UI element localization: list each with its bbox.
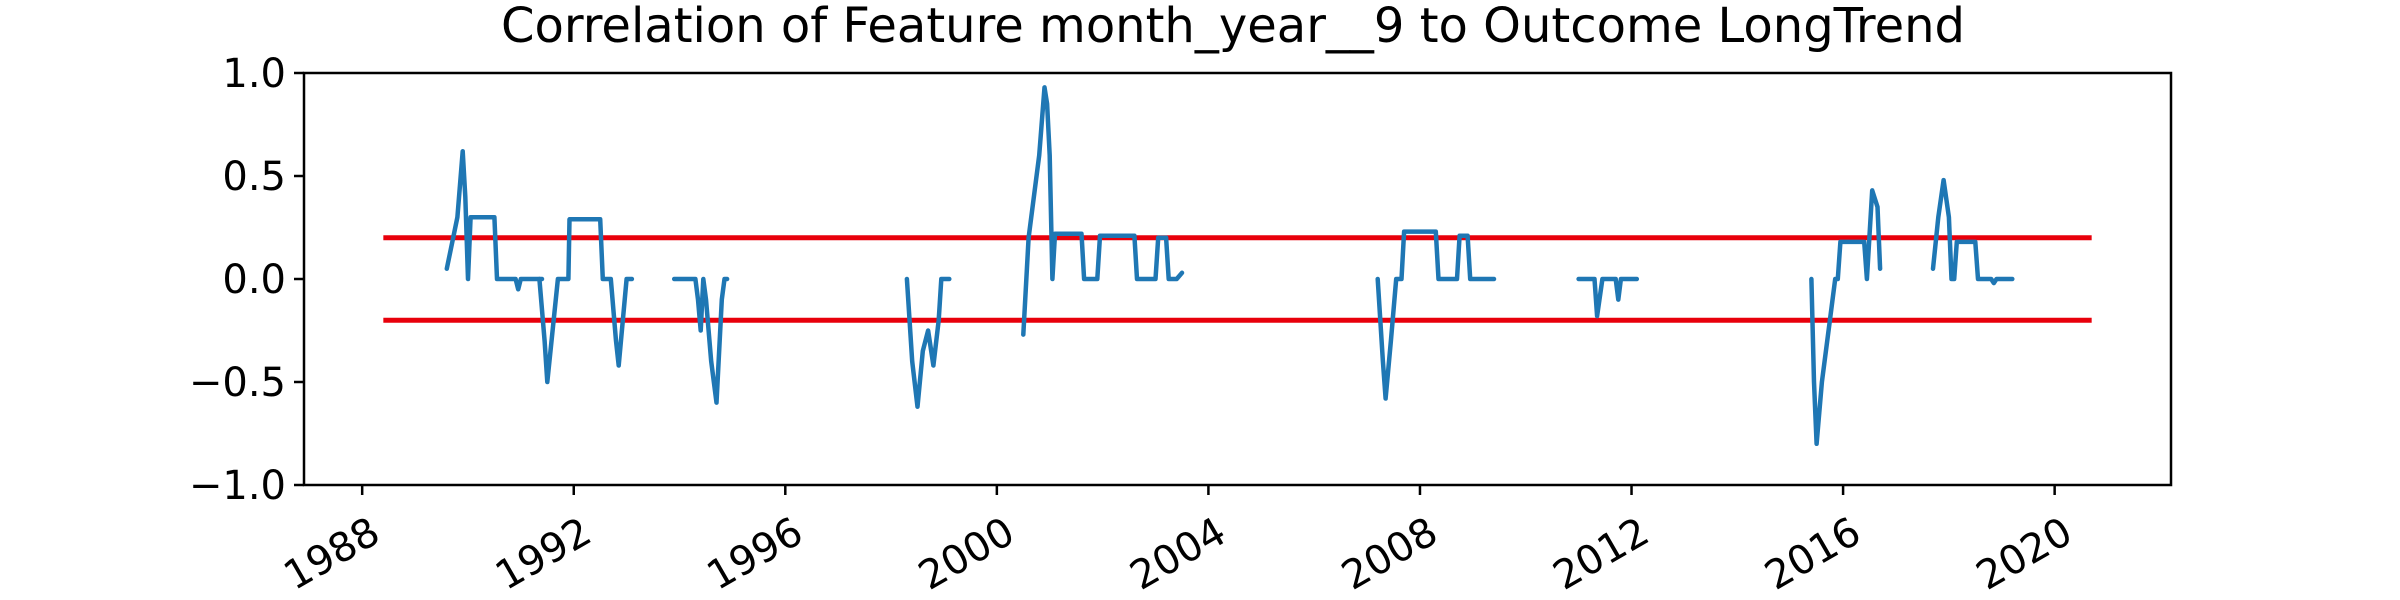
series-line-segment	[1930, 177, 2015, 286]
series-line-segment	[1576, 276, 1640, 319]
x-tick-label: 1996	[700, 509, 811, 600]
plot-frame	[302, 71, 2173, 487]
threshold-lines	[383, 235, 2092, 323]
y-tick-label: −1.0	[189, 463, 286, 509]
x-tick-label: 2000	[911, 509, 1022, 600]
series-line-segment	[671, 276, 730, 405]
x-axis: 1988 1992 1996 2000 2004 2008 2012 2016 2020	[276, 485, 2080, 599]
series-group	[444, 85, 2015, 447]
x-tick-label: 2012	[1546, 509, 1657, 600]
series-line-segment	[444, 149, 545, 292]
y-axis: −1.0 −0.5 0.0 0.5 1.0	[189, 51, 304, 509]
y-tick-label: −0.5	[189, 360, 286, 406]
series-line-segment	[1809, 188, 1883, 447]
series-line-segment	[904, 276, 952, 409]
x-tick-label: 2020	[1969, 509, 2080, 600]
y-tick-label: 1.0	[222, 51, 286, 97]
series-line-segment	[1021, 85, 1185, 337]
x-tick-label: 1988	[276, 509, 387, 600]
x-tick-label: 2008	[1334, 509, 1445, 600]
y-tick-label: 0.0	[222, 257, 286, 303]
x-tick-label: 2004	[1123, 509, 1234, 600]
series-line-segment	[1375, 229, 1497, 401]
x-tick-label: 2016	[1757, 509, 1868, 600]
series-line-segment	[537, 217, 635, 385]
y-tick-label: 0.5	[222, 154, 286, 200]
chart-title: Correlation of Feature month_year__9 to …	[501, 0, 1965, 54]
x-tick-label: 1992	[488, 509, 599, 600]
